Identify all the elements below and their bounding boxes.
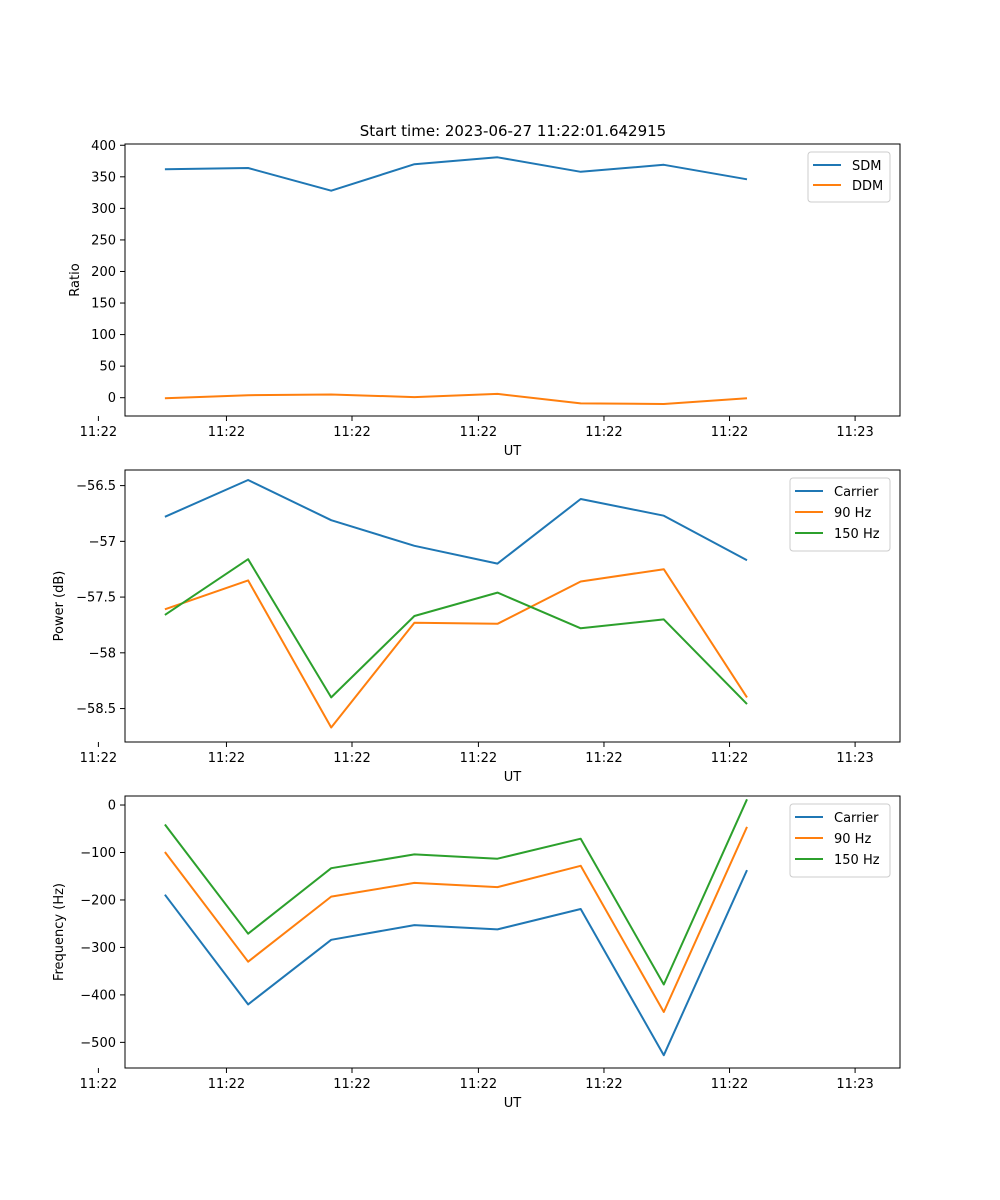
x-tick-label: 11:22 (80, 1077, 117, 1092)
figure-title: Start time: 2023-06-27 11:22:01.642915 (360, 122, 666, 140)
series-line-90-hz (164, 568, 748, 729)
chart-panel-3: 11:22 11:22 11:22 11:22 11:22 11:22 11:23 −500 −… (52, 795, 901, 1111)
plot-frame (124, 795, 901, 1069)
legend: Carrier 90 Hz 150 Hz (789, 477, 891, 552)
y-tick-label: −100 (80, 846, 116, 861)
series-line-150-hz (164, 558, 748, 705)
y-tick-label: −57.5 (76, 591, 116, 606)
x-tick-label: 11:22 (460, 751, 497, 766)
x-tick-label: 11:22 (711, 751, 748, 766)
x-tick-label: 11:22 (333, 425, 370, 440)
plot-frame (124, 469, 901, 743)
legend-label: 90 Hz (834, 832, 871, 847)
x-tick-label: 11:23 (836, 425, 873, 440)
x-tick-label: 11:22 (585, 751, 622, 766)
x-tick-label: 11:22 (711, 1077, 748, 1092)
legend-label: 150 Hz (834, 527, 880, 542)
x-tick-label: 11:23 (836, 751, 873, 766)
y-tick-label: 100 (91, 328, 116, 343)
series-line-sdm (164, 156, 748, 192)
x-tick-label: 11:23 (836, 1077, 873, 1092)
x-tick-label: 11:22 (208, 425, 245, 440)
y-tick-label: 200 (91, 265, 116, 280)
y-tick-label: 350 (91, 170, 116, 185)
x-axis-label: UT (504, 444, 522, 459)
y-tick-label: −57 (89, 535, 116, 550)
chart-panel-2: 11:22 11:22 11:22 11:22 11:22 11:22 11:23 −58.5… (52, 469, 901, 785)
x-tick-label: 11:22 (585, 1077, 622, 1092)
legend-label: Carrier (834, 811, 879, 826)
y-tick-label: −58.5 (76, 702, 116, 717)
y-tick-label: 400 (91, 139, 116, 154)
legend-label: 90 Hz (834, 506, 871, 521)
x-tick-label: 11:22 (711, 425, 748, 440)
legend-label: 150 Hz (834, 853, 880, 868)
plot-frame (124, 143, 901, 417)
legend-label: DDM (852, 179, 883, 194)
y-tick-label: 0 (108, 799, 116, 814)
legend-label: SDM (852, 159, 881, 174)
y-tick-label: −300 (80, 941, 116, 956)
series-line-ddm (164, 392, 748, 405)
legend: SDM DDM (807, 151, 891, 203)
y-tick-label: −400 (80, 988, 116, 1003)
x-tick-label: 11:22 (208, 1077, 245, 1092)
y-tick-label: 150 (91, 297, 116, 312)
x-tick-label: 11:22 (460, 1077, 497, 1092)
y-tick-label: −200 (80, 893, 116, 908)
x-tick-label: 11:22 (208, 751, 245, 766)
y-axis-label: Frequency (Hz) (52, 883, 67, 981)
y-tick-label: 300 (91, 202, 116, 217)
x-tick-label: 11:22 (460, 425, 497, 440)
x-tick-label: 11:22 (80, 751, 117, 766)
x-axis-label: UT (504, 1096, 522, 1111)
y-axis-label: Ratio (68, 263, 83, 296)
series-line-carrier (164, 869, 748, 1057)
x-axis-label: UT (504, 770, 522, 785)
chart-panel-1: 11:22 11:22 11:22 11:22 11:22 11:22 11:23 0 50 10… (68, 139, 901, 459)
y-tick-label: −56.5 (76, 479, 116, 494)
legend-label: Carrier (834, 485, 879, 500)
y-axis-label: Power (dB) (52, 571, 67, 642)
y-tick-label: 250 (91, 233, 116, 248)
series-line-150-hz (164, 798, 748, 986)
y-tick-label: 50 (99, 360, 116, 375)
x-tick-label: 11:22 (333, 1077, 370, 1092)
y-tick-label: 0 (108, 391, 116, 406)
x-tick-label: 11:22 (333, 751, 370, 766)
series-line-90-hz (164, 826, 748, 1013)
series-line-carrier (164, 479, 748, 565)
legend: Carrier 90 Hz 150 Hz (789, 803, 891, 878)
y-tick-label: −58 (89, 646, 116, 661)
x-tick-label: 11:22 (80, 425, 117, 440)
x-tick-label: 11:22 (585, 425, 622, 440)
y-tick-label: −500 (80, 1036, 116, 1051)
